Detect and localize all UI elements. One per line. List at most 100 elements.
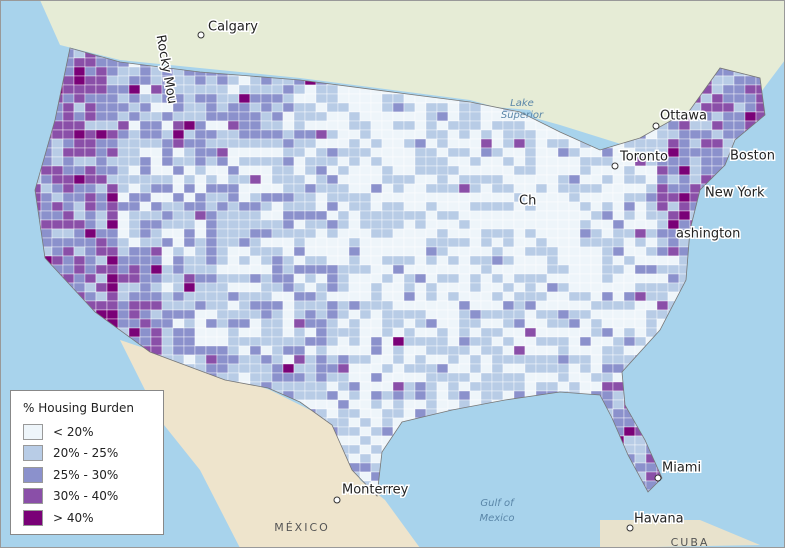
county-patch [95, 147, 108, 158]
county-patch [337, 345, 350, 356]
county-patch [260, 138, 273, 149]
county-patch [601, 264, 614, 275]
county-patch [557, 228, 570, 239]
county-patch [227, 228, 240, 239]
county-patch [645, 246, 658, 257]
county-patch [403, 309, 416, 320]
county-patch [194, 300, 207, 311]
county-patch [370, 255, 383, 266]
county-patch [601, 309, 614, 320]
county-patch [667, 246, 680, 257]
county-patch [711, 102, 724, 113]
county-patch [84, 66, 97, 77]
county-patch [634, 201, 647, 212]
canada-land [0, 0, 785, 150]
county-patch [304, 273, 317, 284]
county-patch [645, 291, 658, 302]
county-patch [304, 336, 317, 347]
county-patch [546, 237, 559, 248]
county-patch [700, 138, 713, 149]
county-patch [590, 345, 603, 356]
county-patch [172, 246, 185, 257]
county-patch [601, 255, 614, 266]
county-patch [425, 111, 438, 122]
county-patch [634, 291, 647, 302]
county-patch [293, 255, 306, 266]
county-patch [271, 129, 284, 140]
us-outline [34, 47, 766, 497]
county-patch [304, 390, 317, 401]
county-patch [304, 174, 317, 185]
county-patch [370, 156, 383, 167]
county-patch [458, 282, 471, 293]
county-patch [381, 390, 394, 401]
county-patch [601, 183, 614, 194]
county-patch [667, 210, 680, 221]
county-patch [491, 255, 504, 266]
county-patch [656, 129, 669, 140]
county-patch [557, 309, 570, 320]
county-patch [304, 138, 317, 149]
county-patch [128, 327, 141, 338]
county-patch [370, 453, 383, 464]
county-patch [568, 273, 581, 284]
county-patch [623, 327, 636, 338]
county-patch [722, 75, 735, 86]
county-patch [656, 192, 669, 203]
county-patch [150, 273, 163, 284]
place-label: Miami [662, 461, 701, 476]
county-patch [205, 174, 218, 185]
county-patch [227, 147, 240, 158]
county-patch [392, 354, 405, 365]
county-patch [128, 219, 141, 230]
county-patch [315, 300, 328, 311]
county-patch [260, 246, 273, 257]
county-patch [590, 354, 603, 365]
county-patch [645, 462, 658, 473]
county-patch [623, 435, 636, 446]
county-patch [425, 138, 438, 149]
country-label: MÉXICO [274, 521, 330, 534]
county-patch [205, 111, 218, 122]
county-patch [656, 165, 669, 176]
county-patch [205, 264, 218, 275]
county-patch [216, 255, 229, 266]
county-patch [260, 273, 273, 284]
county-patch [227, 111, 240, 122]
county-patch [392, 318, 405, 329]
county-patch [568, 228, 581, 239]
county-patch [370, 282, 383, 293]
county-patch [128, 183, 141, 194]
county-patch [447, 372, 460, 383]
county-patch [535, 201, 548, 212]
county-patch [194, 183, 207, 194]
county-patch [678, 138, 691, 149]
county-patch [414, 156, 427, 167]
county-patch [260, 228, 273, 239]
county-patch [95, 75, 108, 86]
county-patch [392, 273, 405, 284]
county-patch [491, 210, 504, 221]
county-patch [293, 282, 306, 293]
county-patch [271, 183, 284, 194]
county-patch [139, 138, 152, 149]
county-patch [579, 300, 592, 311]
county-patch [337, 210, 350, 221]
county-patch [502, 327, 515, 338]
county-patch [337, 390, 350, 401]
county-patch [392, 183, 405, 194]
county-patch [447, 228, 460, 239]
county-patch [282, 201, 295, 212]
county-patch [172, 111, 185, 122]
county-patch [546, 192, 559, 203]
county-patch [282, 246, 295, 257]
county-patch [381, 282, 394, 293]
county-patch [436, 390, 449, 401]
county-patch [546, 129, 559, 140]
county-patch [370, 174, 383, 185]
county-patch [458, 336, 471, 347]
county-patch [194, 120, 207, 131]
county-patch [425, 291, 438, 302]
county-patch [249, 201, 262, 212]
county-patch [293, 318, 306, 329]
